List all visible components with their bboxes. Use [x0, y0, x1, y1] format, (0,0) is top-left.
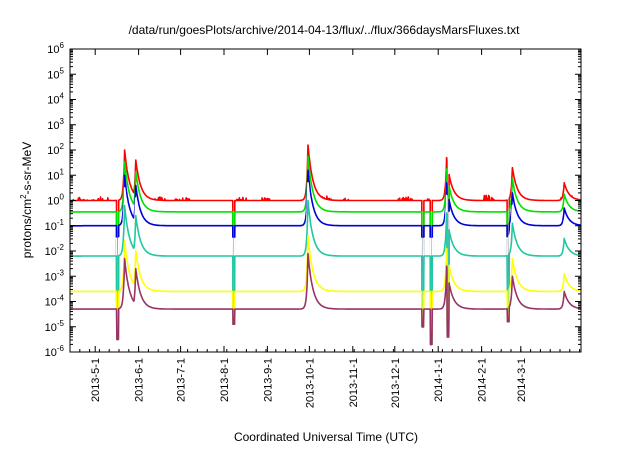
y-tick-exponent: -5: [57, 319, 65, 328]
y-axis-label: protons/cm2-s-sr-MeV: [19, 142, 34, 258]
series-channel-5: [69, 199, 582, 346]
x-tick-label: 2013-10-1: [304, 358, 316, 408]
y-tick-exponent: -1: [57, 218, 65, 227]
y-tick-label: 10-5: [45, 319, 65, 334]
y-tick-base: 10: [45, 347, 57, 359]
y-tick-base: 10: [47, 69, 59, 81]
y-tick-label: 105: [47, 66, 64, 81]
y-tick-exponent: 5: [60, 66, 65, 75]
y-tick-base: 10: [47, 120, 59, 132]
y-tick-exponent: -4: [57, 294, 65, 303]
y-tick-label: 104: [47, 92, 64, 107]
y-tick-label: 10-2: [45, 243, 65, 258]
y-tick-base: 10: [47, 95, 59, 107]
series-layer: [69, 144, 582, 346]
x-axis: 2013-5-1 2013-6-1 2013-7-1 2013-8-1 2013-9-1…: [69, 49, 581, 408]
series-channel-2: [69, 155, 582, 346]
y-tick-label: 101: [47, 167, 64, 182]
x-tick-label: 2013-9-1: [262, 358, 274, 402]
y-tick-exponent: 0: [60, 193, 65, 202]
y-tick-base: 10: [47, 196, 59, 208]
y-tick-base: 10: [47, 44, 59, 56]
x-tick-label: 2013-8-1: [219, 358, 231, 402]
y-tick-base: 10: [47, 145, 59, 157]
y-tick-label: 10-3: [45, 268, 65, 283]
y-tick-exponent: -6: [57, 344, 65, 353]
y-tick-label: 10-4: [45, 294, 65, 309]
y-tick-label: 10-1: [45, 218, 65, 233]
y-tick-base: 10: [45, 221, 57, 233]
y-axis-label-prefix: protons/cm: [20, 199, 34, 258]
y-tick-exponent: 2: [60, 142, 65, 151]
x-tick-label: 2014-3-1: [516, 358, 528, 402]
y-tick-base: 10: [45, 246, 57, 258]
series-channel-7: [69, 252, 582, 346]
y-tick-label: 103: [47, 117, 64, 132]
series-channel-3: [69, 169, 582, 346]
y-tick-exponent: 6: [60, 41, 65, 50]
y-tick-exponent: 3: [60, 117, 65, 126]
y-axis-label-suffix: -s-sr-MeV: [20, 142, 34, 195]
x-tick-label: 2013-5-1: [90, 358, 102, 402]
y-tick-base: 10: [45, 322, 57, 334]
x-tick-label: 2013-12-1: [390, 358, 402, 408]
series-channel-4: [69, 182, 582, 346]
series-channel-1: [69, 144, 582, 346]
y-tick-exponent: -2: [57, 243, 65, 252]
y-tick-label: 102: [47, 142, 64, 157]
y-tick-label: 106: [47, 41, 64, 56]
x-axis-label: Coordinated Universal Time (UTC): [234, 430, 418, 444]
y-tick-label: 10-6: [45, 344, 65, 359]
x-tick-label: 2014-2-1: [477, 358, 489, 402]
y-tick-exponent: -3: [57, 268, 65, 277]
x-tick-label: 2013-11-1: [348, 358, 360, 407]
y-tick-exponent: 4: [60, 92, 65, 101]
y-tick-base: 10: [45, 297, 57, 309]
x-tick-label: 2013-6-1: [134, 358, 146, 402]
y-tick-base: 10: [45, 271, 57, 283]
y-tick-exponent: 1: [60, 167, 65, 176]
chart-title: /data/run/goesPlots/archive/2014-04-13/f…: [129, 23, 521, 37]
x-tick-label: 2014-1-1: [433, 358, 445, 402]
series-channel-6: [69, 235, 582, 346]
y-tick-label: 100: [47, 193, 64, 208]
y-tick-base: 10: [47, 170, 59, 182]
x-tick-label: 2013-7-1: [176, 358, 188, 402]
y-axis-label-sup: 2: [19, 194, 28, 199]
y-axis: 10-610-510-410-310-210-11001011021031041…: [45, 41, 581, 359]
